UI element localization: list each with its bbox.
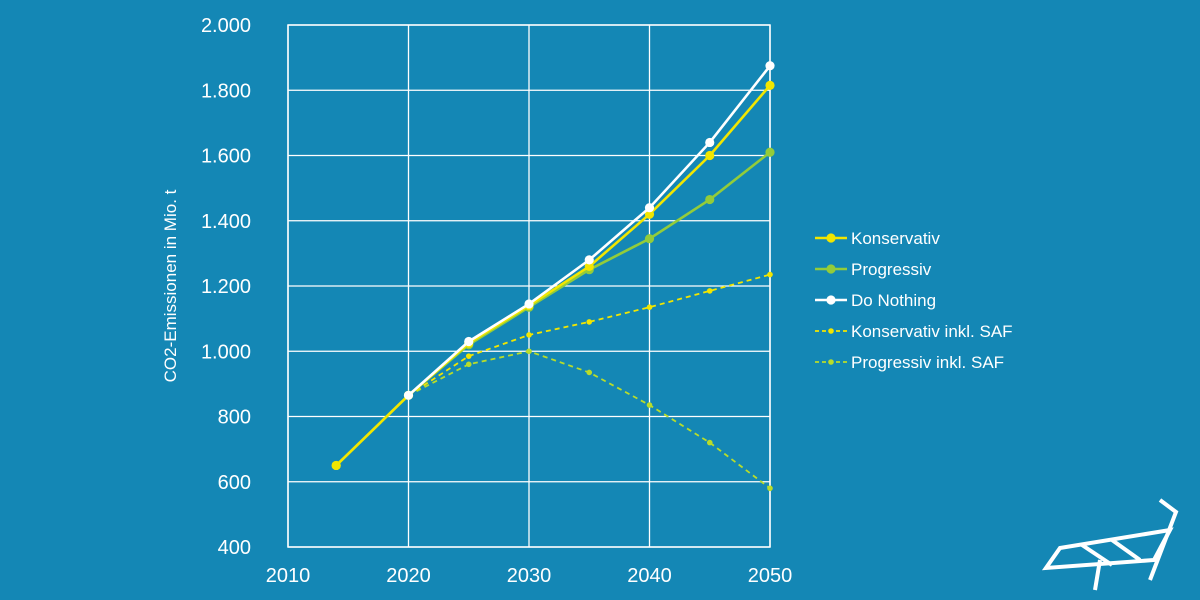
data-point [465, 361, 472, 368]
legend-item: Konservativ [815, 229, 940, 248]
x-tick-label: 2030 [507, 565, 552, 587]
x-tick-label: 2050 [748, 565, 793, 587]
data-point [584, 261, 594, 272]
data-point [765, 61, 775, 71]
data-point [646, 402, 653, 408]
series-konservativ-inkl-saf [405, 271, 773, 399]
data-point [705, 137, 715, 148]
legend-marker [828, 359, 834, 365]
legend-item: Do Nothing [815, 291, 936, 310]
data-point [767, 485, 773, 492]
y-tick-label: 1.400 [201, 211, 251, 233]
legend-label: Progressiv [851, 260, 932, 279]
series-line [335, 151, 771, 467]
legend-marker [826, 295, 836, 305]
data-point [765, 80, 775, 90]
data-point [646, 304, 653, 311]
series-lines [331, 61, 775, 492]
x-tick-label: 2020 [386, 565, 431, 587]
data-point [586, 369, 593, 376]
legend: Konservativ Progressiv Do Nothing Konservat… [815, 229, 1013, 372]
data-point [464, 336, 474, 347]
data-point [403, 390, 414, 400]
y-tick-label: 1.800 [201, 80, 251, 102]
data-point [524, 299, 534, 309]
dlr-logo [1041, 498, 1179, 591]
y-tick-label: 400 [218, 537, 251, 559]
data-point [706, 288, 713, 294]
legend-item: Progressiv [815, 260, 932, 279]
grid [287, 24, 771, 548]
y-tick-label: 1.200 [201, 276, 251, 298]
x-tick-labels: 2010 2020 2030 2040 2050 [266, 565, 793, 587]
legend-marker [826, 233, 836, 243]
x-tick-label: 2010 [266, 565, 311, 587]
legend-label: Do Nothing [851, 291, 936, 310]
data-point [586, 319, 593, 325]
series-line [408, 273, 771, 397]
y-tick-label: 1.600 [201, 146, 251, 168]
data-point [526, 332, 532, 338]
y-tick-labels: 400 600 800 1.000 1.200 1.400 1.600 1.800 2.000 [201, 15, 251, 559]
series-line [335, 84, 771, 467]
data-point [767, 271, 773, 278]
data-point [705, 194, 715, 205]
series-line [407, 64, 772, 397]
data-point [706, 439, 713, 446]
data-point [526, 348, 532, 355]
data-point [644, 209, 655, 219]
legend-item: Progressiv inkl. SAF [815, 353, 1004, 372]
data-point [644, 234, 655, 244]
legend-marker [828, 328, 834, 334]
y-tick-label: 1.000 [201, 341, 251, 363]
data-point [765, 147, 775, 157]
y-axis-label: CO2-Emissionen in Mio. t [161, 189, 180, 382]
legend-item: Konservativ inkl. SAF [815, 322, 1013, 341]
x-tick-label: 2040 [627, 565, 672, 587]
series-progressiv [331, 147, 775, 471]
legend-marker [826, 264, 836, 274]
series-do-nothing [403, 61, 775, 400]
data-point [465, 353, 472, 359]
y-tick-label: 600 [218, 472, 251, 494]
data-point [705, 150, 715, 161]
data-point [644, 203, 655, 213]
legend-label: Konservativ inkl. SAF [851, 322, 1013, 341]
y-tick-label: 800 [218, 407, 251, 429]
data-point [331, 460, 341, 471]
legend-label: Progressiv inkl. SAF [851, 353, 1004, 372]
data-point [584, 255, 594, 265]
series-progressiv-inkl-saf [405, 348, 773, 492]
y-tick-label: 2.000 [201, 15, 251, 37]
dlr-logo-icon [1041, 498, 1179, 591]
legend-label: Konservativ [851, 229, 940, 248]
